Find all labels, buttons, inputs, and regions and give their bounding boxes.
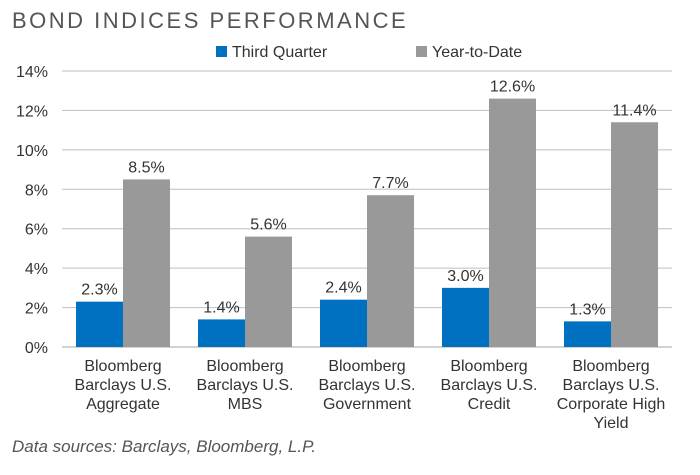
- y-tick-label: 2%: [25, 301, 48, 318]
- data-labels: 2.3% 1.4% 2.4% 3.0% 1.3% 8.5% 5.6% 7.7% 12.6% 11.…: [81, 79, 656, 319]
- legend-label: Year-to-Date: [432, 44, 522, 61]
- data-label: 7.7%: [372, 175, 408, 192]
- y-tick-label: 8%: [25, 182, 48, 199]
- bar: [442, 287, 489, 347]
- bar: [123, 179, 170, 347]
- y-tick-label: 0%: [25, 340, 48, 357]
- y-tick-label: 12%: [16, 103, 48, 120]
- bar: [489, 98, 536, 347]
- bar: [320, 299, 367, 347]
- data-label: 2.4%: [325, 280, 361, 297]
- bar: [564, 321, 611, 347]
- y-tick-label: 10%: [16, 143, 48, 160]
- x-axis: Bloomberg Barclays U.S. Aggregate Bloomberg…: [75, 358, 666, 432]
- legend-label: Third Quarter: [232, 44, 328, 61]
- x-tick-label: Bloomberg Barclays U.S. MBS: [197, 358, 294, 413]
- legend-swatch: [216, 46, 227, 57]
- bar: [367, 195, 414, 347]
- bar: [611, 122, 658, 347]
- data-label: 1.4%: [203, 299, 239, 316]
- data-label: 2.3%: [81, 282, 117, 299]
- x-tick-label: Bloomberg Barclays U.S. Government: [319, 358, 416, 413]
- x-tick-label: Bloomberg Barclays U.S. Credit: [441, 358, 538, 413]
- data-label: 3.0%: [447, 268, 483, 285]
- bar: [245, 236, 292, 347]
- bars: [76, 98, 658, 347]
- x-tick-label: Bloomberg Barclays U.S. Corporate High Yiel…: [557, 358, 666, 432]
- chart-title: BOND INDICES PERFORMANCE: [12, 8, 408, 33]
- y-tick-label: 6%: [25, 222, 48, 239]
- legend-swatch: [416, 46, 427, 57]
- y-tick-label: 14%: [16, 64, 48, 81]
- data-label: 5.6%: [250, 217, 286, 234]
- y-axis: 0% 2% 4% 6% 8% 10% 12% 14%: [16, 64, 48, 357]
- data-label: 11.4%: [612, 102, 656, 119]
- y-tick-label: 4%: [25, 261, 48, 278]
- legend: Third Quarter Year-to-Date: [216, 44, 522, 61]
- x-tick-label: Bloomberg Barclays U.S. Aggregate: [75, 358, 172, 413]
- data-label: 1.3%: [569, 301, 605, 318]
- source-note: Data sources: Barclays, Bloomberg, L.P.: [12, 437, 316, 456]
- data-label: 8.5%: [128, 159, 164, 176]
- data-label: 12.6%: [490, 79, 535, 96]
- bar: [76, 301, 123, 347]
- bar: [198, 319, 245, 347]
